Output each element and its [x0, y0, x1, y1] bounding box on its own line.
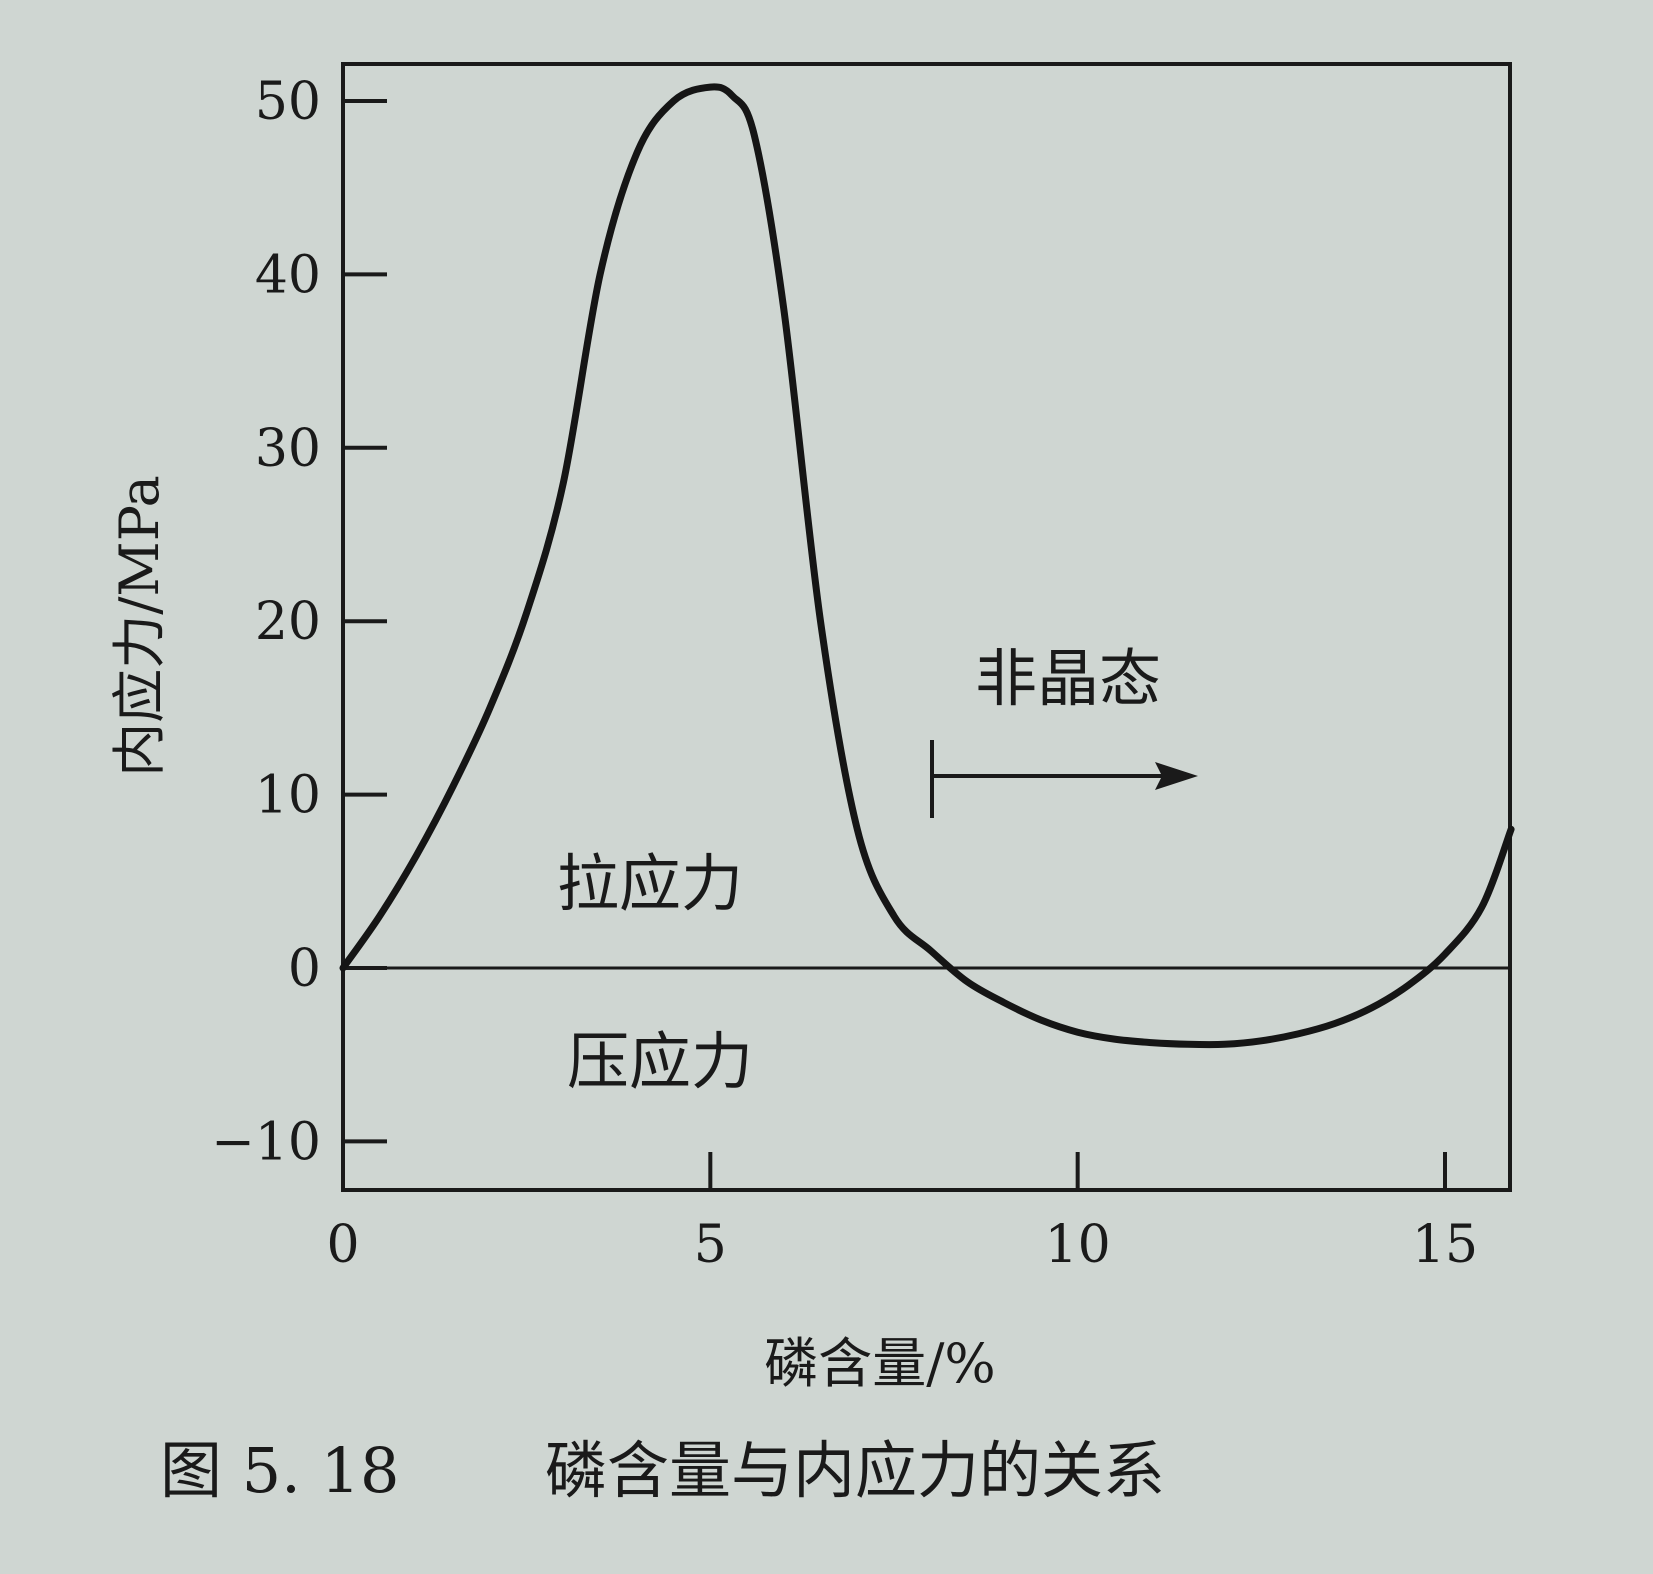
x-tick-label: 15	[1412, 1215, 1478, 1275]
y-tick-label: 20	[255, 592, 321, 652]
x-tick-label: 0	[326, 1215, 359, 1275]
y-tick-label: 0	[288, 939, 321, 999]
plot-frame	[341, 62, 1512, 1192]
annotation-compressive: 压应力	[567, 1025, 753, 1098]
caption-title: 磷含量与内应力的关系	[545, 1434, 1165, 1507]
x-axis-title: 磷含量/%	[764, 1332, 996, 1395]
y-tick-label: 30	[255, 419, 321, 479]
y-tick-label: 10	[255, 766, 321, 826]
caption-number: 图 5. 18	[160, 1434, 399, 1507]
y-axis-ticks: −10 0 10 20 30 40 50	[211, 72, 387, 1172]
annotation-tensile: 拉应力	[557, 847, 743, 920]
y-axis-title: 内应力/MPa	[108, 475, 171, 777]
amorphous-arrow-head	[1155, 762, 1198, 790]
x-tick-label: 5	[694, 1215, 727, 1275]
x-tick-label: 10	[1045, 1215, 1111, 1275]
series-line	[339, 83, 1515, 1049]
amorphous-arrow	[930, 740, 1198, 818]
y-tick-label: −10	[211, 1112, 321, 1172]
annotation-amorphous: 非晶态	[975, 642, 1161, 715]
y-tick-label: 50	[255, 72, 321, 132]
x-axis-ticks: 0 5 10 15	[326, 1152, 1478, 1275]
y-tick-label: 40	[255, 245, 321, 305]
